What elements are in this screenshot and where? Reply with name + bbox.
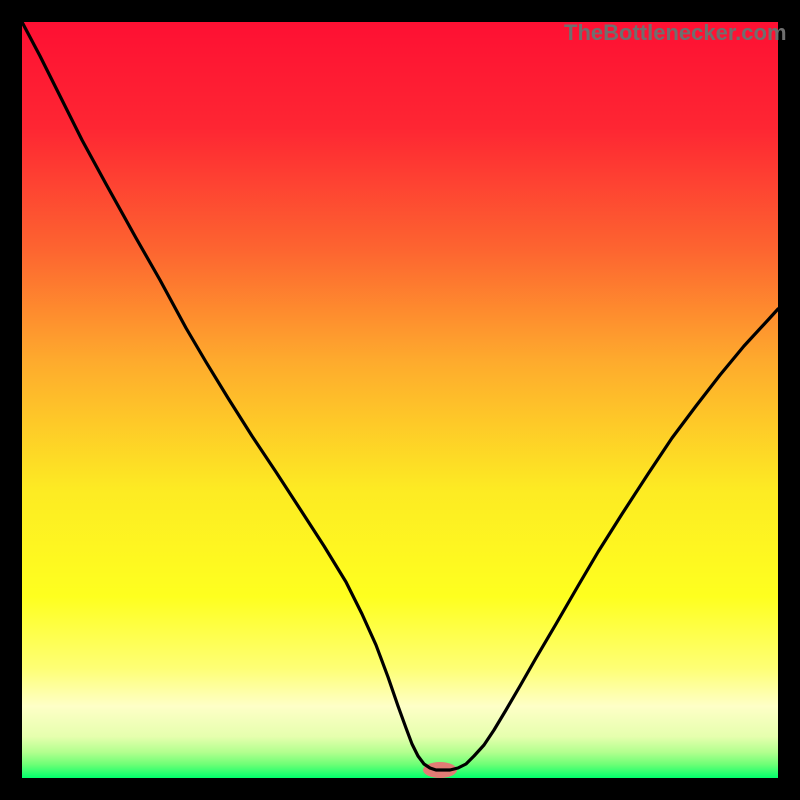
chart-frame: TheBottlenecker.com (0, 0, 800, 800)
bottleneck-chart (0, 0, 800, 800)
plot-background (22, 22, 778, 778)
watermark-text: TheBottlenecker.com (564, 20, 787, 46)
